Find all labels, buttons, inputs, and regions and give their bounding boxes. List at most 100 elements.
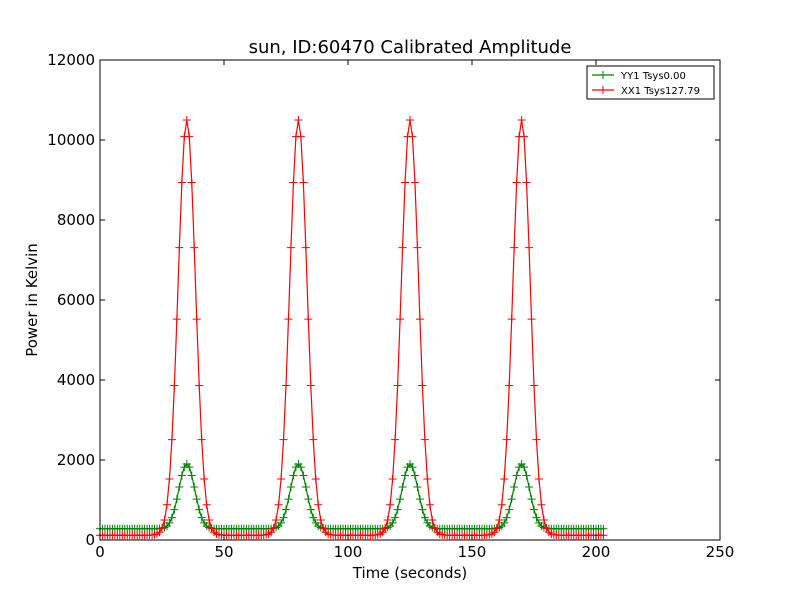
x-tick-label: 200 (582, 543, 611, 561)
data-point (187, 471, 196, 480)
x-tick-label: 0 (95, 543, 105, 561)
data-point (296, 132, 305, 141)
data-point (158, 524, 166, 533)
data-point (267, 528, 276, 537)
data-point (177, 471, 186, 480)
data-point (195, 381, 204, 390)
y-tick-label: 6000 (57, 291, 95, 309)
data-point (520, 463, 529, 472)
data-point (527, 315, 536, 324)
data-point (274, 500, 283, 509)
data-point (413, 483, 422, 492)
data-point (522, 471, 531, 480)
legend-marker (599, 71, 607, 79)
series-markers-2 (96, 116, 608, 540)
data-point (162, 500, 171, 509)
legend: YY1 Tsys0.00 XX1 Tsys127.79 (586, 65, 715, 100)
data-point (284, 495, 293, 504)
data-point (381, 524, 390, 533)
series-1 (96, 460, 608, 533)
data-point (299, 178, 308, 187)
data-point (542, 524, 551, 533)
data-point (190, 243, 199, 252)
data-point (175, 483, 184, 492)
data-point (197, 435, 206, 444)
data-point (197, 513, 206, 522)
data-point (391, 513, 400, 522)
data-point (306, 381, 315, 390)
data-point (396, 315, 405, 324)
data-point (423, 475, 432, 484)
data-point (279, 513, 288, 522)
data-point (410, 178, 419, 187)
data-point (286, 243, 295, 252)
data-point (408, 132, 417, 141)
legend-marker (599, 86, 607, 94)
data-point (383, 515, 392, 524)
data-point (401, 471, 410, 480)
chart-title: sun, ID:60470 Calibrated Amplitude (249, 37, 572, 58)
data-point (167, 435, 176, 444)
y-tick-label: 10000 (47, 131, 95, 149)
data-point (425, 500, 434, 509)
data-point (289, 471, 298, 480)
data-point (512, 471, 521, 480)
y-tick-label: 0 (85, 531, 95, 549)
data-point (510, 243, 519, 252)
data-point (319, 524, 328, 533)
data-point (401, 178, 410, 187)
data-point (420, 513, 429, 522)
data-point (507, 495, 516, 504)
data-point (172, 495, 181, 504)
data-point (272, 515, 281, 524)
data-point (200, 475, 209, 484)
y-tick-label: 4000 (57, 371, 95, 389)
data-point (386, 500, 395, 509)
data-point (500, 475, 509, 484)
data-point (182, 116, 191, 124)
data-point (299, 471, 308, 480)
data-point (279, 435, 288, 444)
data-point (398, 243, 407, 252)
data-point (599, 531, 608, 540)
data-point (165, 518, 174, 527)
data-point (532, 513, 541, 522)
data-point (490, 528, 499, 537)
data-point (527, 495, 536, 504)
data-point (408, 463, 417, 472)
y-tick-label: 2000 (57, 451, 95, 469)
data-point (430, 524, 439, 533)
data-point (172, 315, 181, 324)
data-point (418, 381, 427, 390)
series-layer (96, 116, 608, 540)
y-axis-title: Power in Kelvin (23, 243, 41, 357)
data-point (155, 528, 164, 537)
series-2 (96, 116, 608, 540)
data-point (202, 500, 211, 509)
ticks-layer: 0 50 100 150 200 250 0 2000 4000 6000 8000 10000 120… (47, 51, 734, 561)
legend-label: YY1 Tsys0.00 (620, 71, 686, 82)
data-point (500, 518, 509, 527)
data-point (282, 505, 290, 514)
series-line-1 (100, 463, 604, 530)
data-point (410, 471, 419, 480)
data-point (190, 483, 199, 492)
data-point (277, 475, 286, 484)
data-point (284, 315, 293, 324)
data-point (314, 500, 323, 509)
y-tick-label: 8000 (57, 211, 95, 229)
data-point (537, 500, 546, 509)
data-point (415, 495, 424, 504)
y-tick-label: 12000 (47, 51, 95, 69)
data-point (428, 515, 437, 524)
data-point (378, 528, 387, 537)
data-point (388, 518, 397, 527)
data-point (185, 132, 194, 141)
data-point (507, 315, 516, 324)
data-point (316, 515, 325, 524)
x-tick-label: 100 (334, 543, 363, 561)
data-point (160, 515, 169, 524)
data-point (532, 435, 541, 444)
legend-label: XX1 Tsys127.79 (621, 86, 700, 97)
